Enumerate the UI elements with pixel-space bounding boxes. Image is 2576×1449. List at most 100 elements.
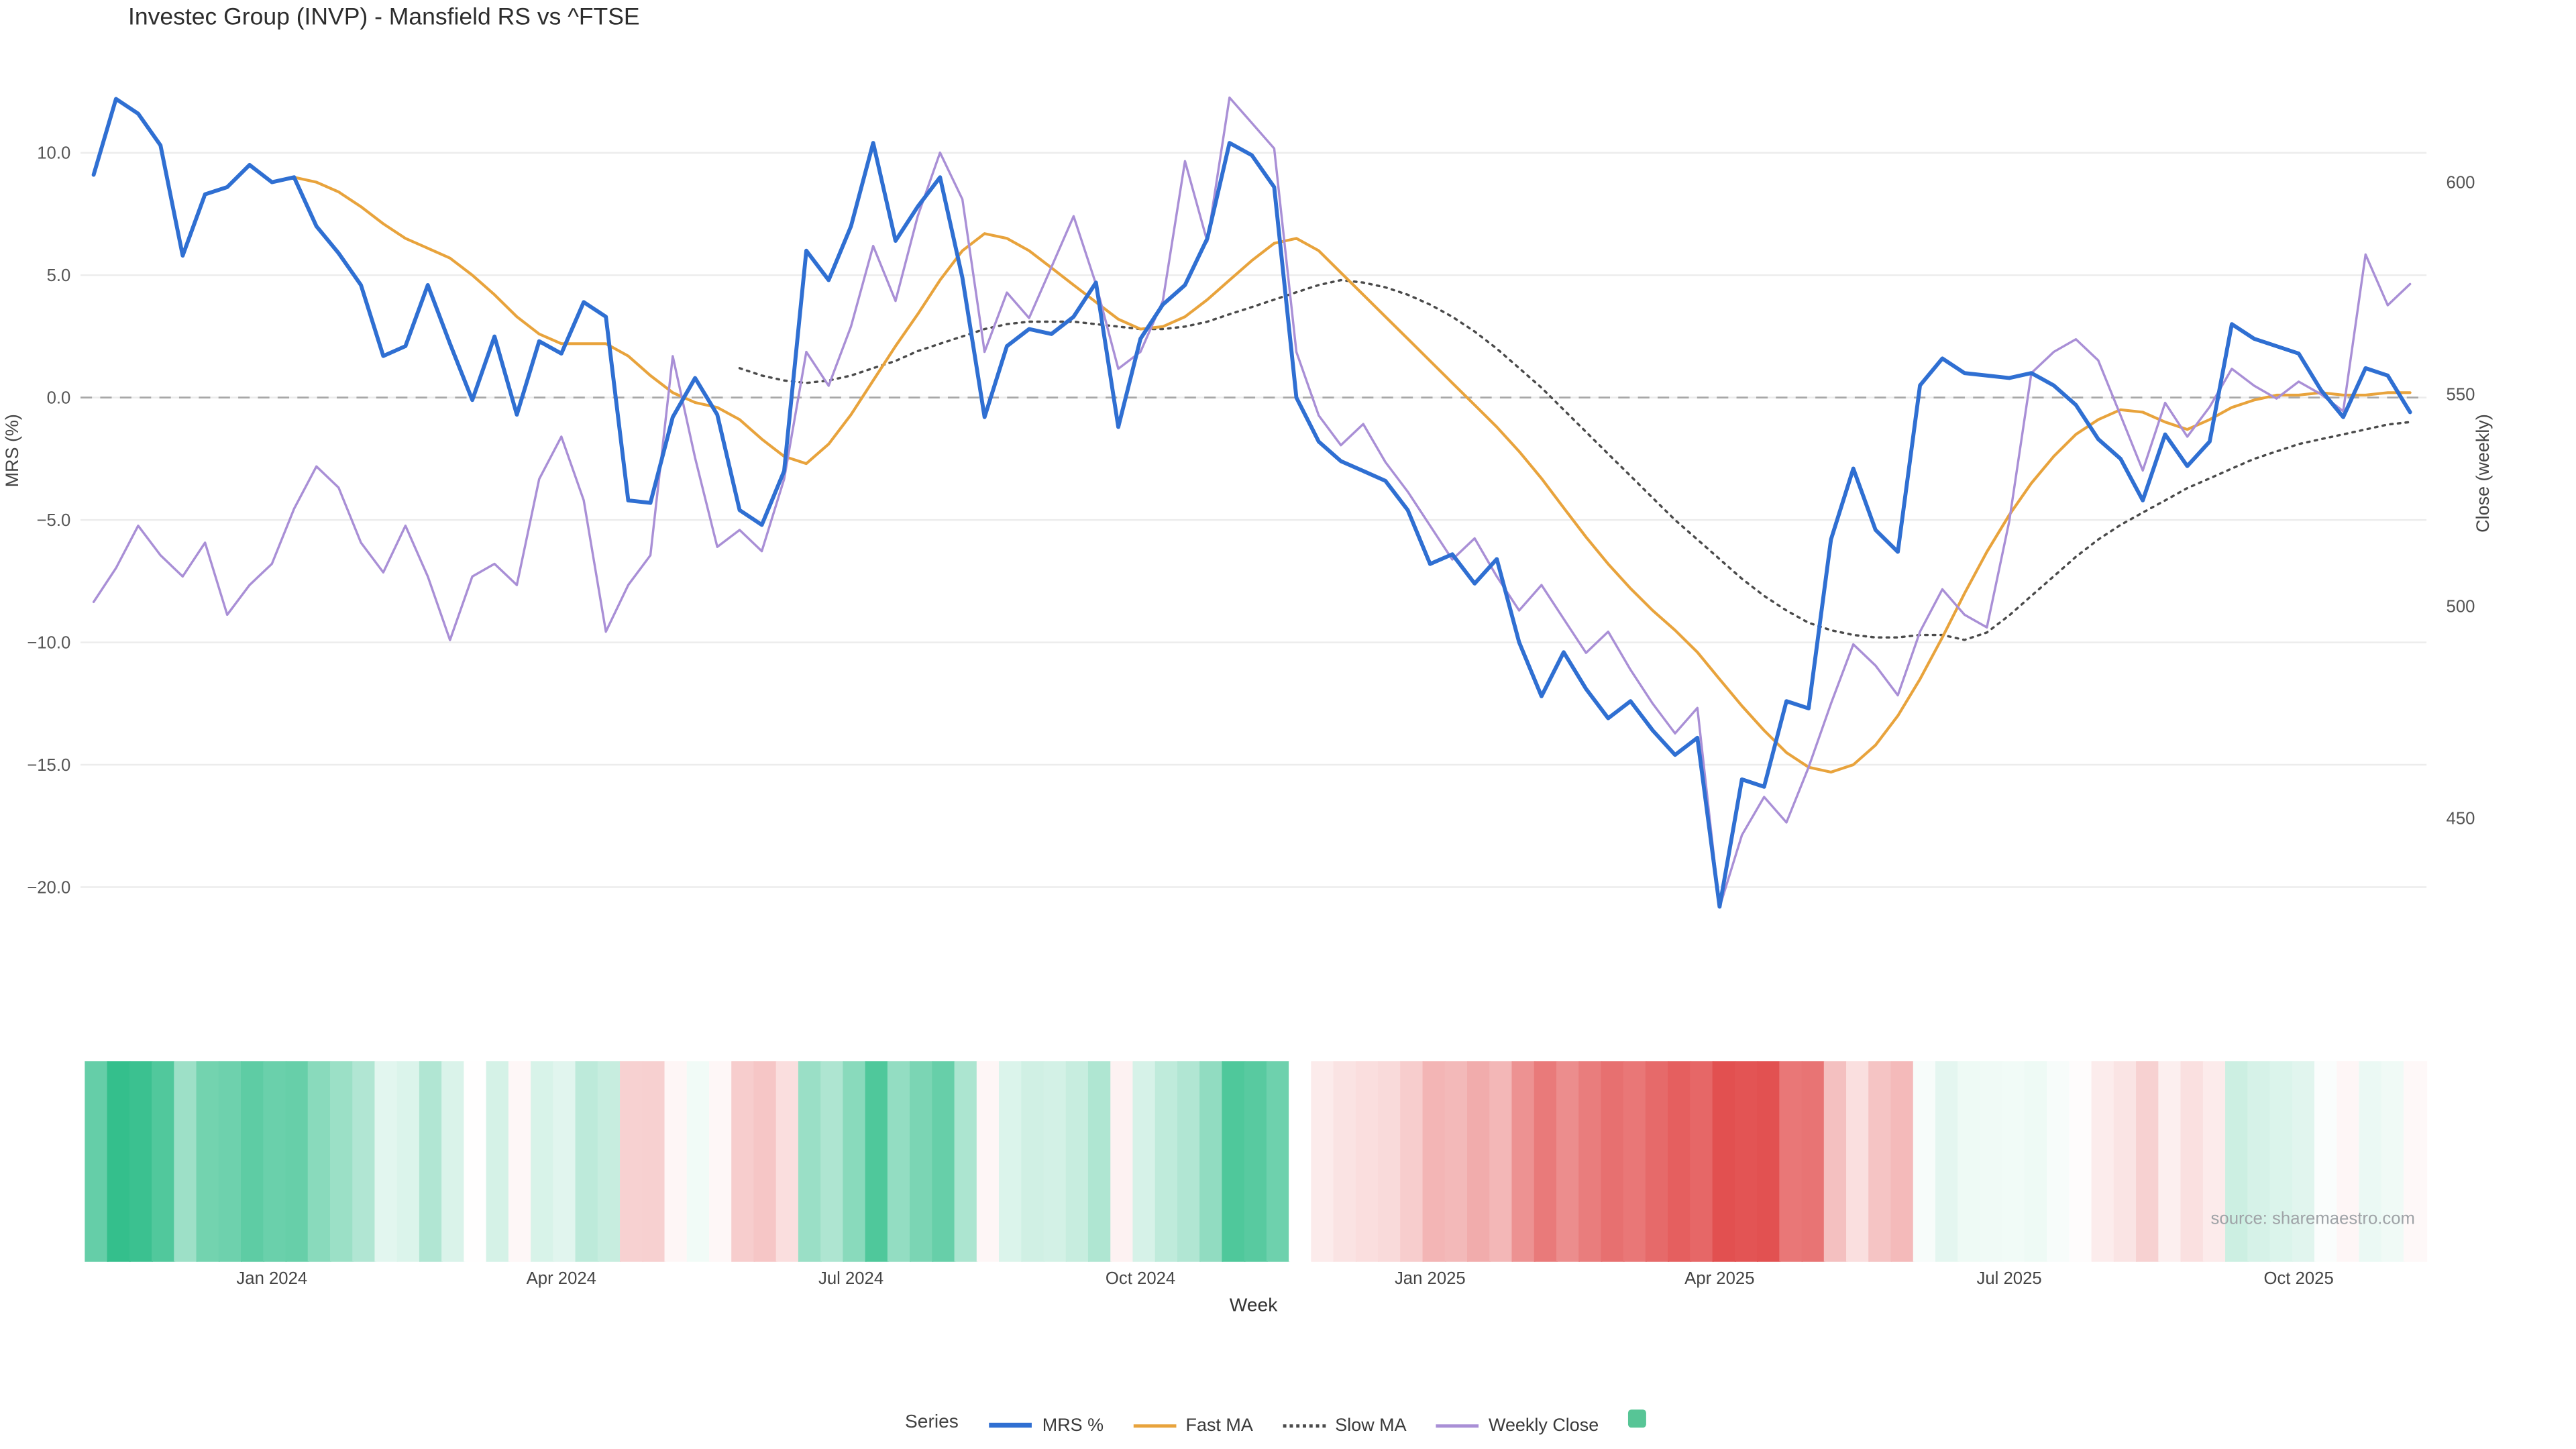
heatmap-cell (2225, 1061, 2249, 1262)
line-swatch-icon (1133, 1424, 1176, 1428)
heatmap-cell (1957, 1061, 1982, 1262)
heatmap-cell (1868, 1061, 1892, 1262)
heatmap-cell (2202, 1061, 2227, 1262)
x-axis-tick-label: Jan 2025 (1395, 1269, 1466, 1288)
heatmap-cell (1712, 1061, 1736, 1262)
heatmap-cell (2337, 1061, 2361, 1262)
legend-items: MRS % Fast MA Slow MA Weekly Close (975, 1409, 1671, 1436)
heatmap-cell (686, 1061, 710, 1262)
heatmap-cell (1444, 1061, 1468, 1262)
heatmap-cell (174, 1061, 198, 1262)
legend-item-weekly-close[interactable]: Weekly Close (1436, 1416, 1599, 1436)
heatmap-cell (1890, 1061, 1915, 1262)
heatmap-cell (2024, 1061, 2049, 1262)
y-right-tick-label: 450 (2447, 809, 2475, 828)
heatmap-cell (1400, 1061, 1424, 1262)
heatmap-cell (865, 1061, 889, 1262)
heatmap-cell (1534, 1061, 1558, 1262)
heatmap-cell (1266, 1061, 1291, 1262)
heatmap-cell (374, 1061, 398, 1262)
y-left-tick-label: 0.0 (47, 388, 71, 407)
heatmap-cell (1378, 1061, 1402, 1262)
heatmap-cell (263, 1061, 287, 1262)
heatmap-cell (464, 1061, 488, 1262)
legend-item-fast-ma[interactable]: Fast MA (1133, 1416, 1253, 1436)
heatmap-cell (798, 1061, 822, 1262)
heatmap-cell (910, 1061, 934, 1262)
heatmap-cell (1980, 1061, 2004, 1262)
y-left-tick-label: 5.0 (47, 266, 71, 285)
heatmap-cell (241, 1061, 265, 1262)
heatmap-cell (2269, 1061, 2294, 1262)
heatmap-cell (1333, 1061, 1357, 1262)
heatmap-cell (531, 1061, 555, 1262)
y-left-tick-label: 10.0 (37, 144, 70, 163)
series-line-fast-ma (292, 176, 2412, 774)
heatmap-cell (1043, 1061, 1067, 1262)
heatmap-cell (1823, 1061, 1847, 1262)
heatmap-cell (1177, 1061, 1201, 1262)
heatmap-cell (999, 1061, 1023, 1262)
heatmap-swatch-icon (1628, 1409, 1647, 1428)
heatmap-cell (2403, 1061, 2428, 1262)
heatmap-cell (1913, 1061, 1937, 1262)
series-line-mrs (91, 97, 2412, 909)
heatmap-cell (129, 1061, 154, 1262)
legend-label: Weekly Close (1489, 1416, 1599, 1436)
heatmap-cell (2359, 1061, 2383, 1262)
heatmap-cell (642, 1061, 666, 1262)
heatmap-cell (2292, 1061, 2316, 1262)
x-axis-tick-label: Apr 2024 (527, 1269, 596, 1288)
heatmap-cell (1734, 1061, 1759, 1262)
line-swatch-icon (989, 1422, 1033, 1428)
line-swatch-icon (1436, 1424, 1479, 1428)
heatmap-cell (2158, 1061, 2182, 1262)
heatmap-cell (1623, 1061, 1647, 1262)
heatmap-cell (575, 1061, 599, 1262)
heatmap-cell (887, 1061, 912, 1262)
legend-item-mrs[interactable]: MRS % (989, 1415, 1104, 1435)
heatmap-cell (1311, 1061, 1335, 1262)
source-attribution: source: sharemaestro.com (2210, 1209, 2416, 1229)
heatmap-cell (152, 1061, 176, 1262)
heatmap-cell (597, 1061, 621, 1262)
heatmap-cell (285, 1061, 309, 1262)
legend-item-heatmap[interactable] (1628, 1409, 1656, 1428)
heatmap-cell (1556, 1061, 1580, 1262)
legend-label: MRS % (1042, 1415, 1104, 1436)
legend-label: Slow MA (1335, 1416, 1407, 1436)
x-axis-tick-label: Oct 2024 (1106, 1269, 1175, 1288)
heatmap-cell (664, 1061, 688, 1262)
y-right-tick-label: 500 (2447, 597, 2475, 616)
heatmap-cell (1422, 1061, 1446, 1262)
heatmap-cell (1087, 1061, 1112, 1262)
heatmap-cell (419, 1061, 443, 1262)
heatmap-cell (1289, 1061, 1313, 1262)
heatmap-cell (620, 1061, 644, 1262)
y-left-tick-label: −20.0 (27, 878, 70, 897)
y-left-tick-label: −5.0 (37, 511, 71, 530)
heatmap-cell (196, 1061, 220, 1262)
heatmap-cell (1935, 1061, 1960, 1262)
heatmap-cell (1578, 1061, 1603, 1262)
heatmap-cell (352, 1061, 376, 1262)
heatmap-cell (2069, 1061, 2093, 1262)
heatmap-cell (1065, 1061, 1089, 1262)
line-swatch-icon (1282, 1424, 1326, 1428)
heatmap-cell (1668, 1061, 1692, 1262)
y-right-tick-label: 600 (2447, 174, 2475, 193)
y-right-tick-label: 550 (2447, 386, 2475, 405)
x-axis-tick-label: Jul 2025 (1977, 1269, 2042, 1288)
heatmap-cell (553, 1061, 577, 1262)
heatmap-cell (1757, 1061, 1781, 1262)
heatmap-cell (1355, 1061, 1380, 1262)
heatmap-cell (1132, 1061, 1157, 1262)
heatmap-cell (1779, 1061, 1803, 1262)
legend-item-slow-ma[interactable]: Slow MA (1282, 1416, 1407, 1436)
heatmap-cell (1801, 1061, 1825, 1262)
legend: Series MRS % Fast MA Slow MA Weekly Close (0, 1409, 2576, 1436)
heatmap-cell (1645, 1061, 1670, 1262)
heatmap-cell (753, 1061, 777, 1262)
heatmap-cell (1110, 1061, 1134, 1262)
